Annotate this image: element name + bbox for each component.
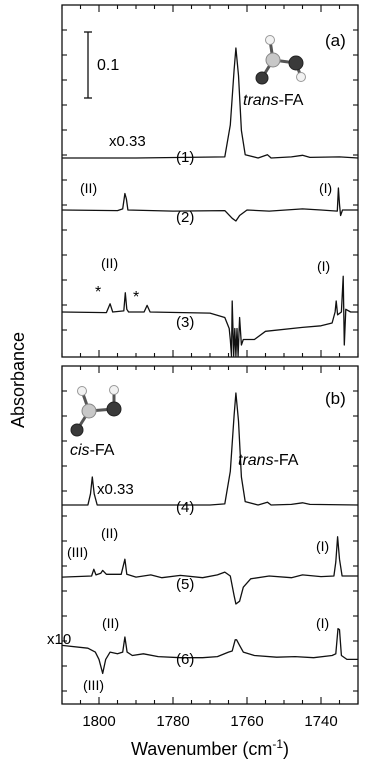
panel-a-label: (a) bbox=[325, 31, 346, 50]
peak-label-i-5: (I) bbox=[316, 538, 329, 554]
series-label-3: (3) bbox=[176, 314, 194, 331]
cis-fa-molecule-icon bbox=[71, 386, 121, 437]
multiplier-label-6: x10 bbox=[47, 631, 71, 648]
x-axis-label-end: ) bbox=[283, 739, 289, 759]
impurity-mark-1: * bbox=[95, 284, 101, 301]
scale-bar-label: 0.1 bbox=[97, 57, 119, 74]
peak-label-iii-6: (III) bbox=[83, 677, 104, 693]
x-tick-label: 1760 bbox=[230, 713, 263, 730]
series-label-6: (6) bbox=[176, 651, 194, 668]
multiplier-label-4: x0.33 bbox=[97, 481, 134, 498]
cis-fa-label-suffix: -FA bbox=[90, 442, 115, 459]
panel-b-label: (b) bbox=[325, 389, 346, 408]
spectrum-trace-5 bbox=[62, 537, 358, 604]
x-tick-label: 1800 bbox=[82, 713, 115, 730]
peak-label-i-6: (I) bbox=[316, 615, 329, 631]
multiplier-label-1: x0.33 bbox=[109, 133, 146, 150]
peak-label-ii-3: (II) bbox=[101, 255, 118, 271]
x-tick-label: 1780 bbox=[156, 713, 189, 730]
peak-label-iii-5: (III) bbox=[67, 544, 88, 560]
peak-label-i-2: (I) bbox=[319, 180, 332, 196]
series-label-2: (2) bbox=[176, 209, 194, 226]
spectra-traces bbox=[62, 48, 358, 673]
spectrum-trace-3 bbox=[62, 276, 358, 356]
x-tick-label: 1740 bbox=[304, 713, 337, 730]
axis-ticks bbox=[62, 5, 358, 704]
trans-fa-label-b-prefix: trans bbox=[238, 452, 274, 469]
trans-fa-label-b: trans-FA bbox=[238, 452, 299, 469]
trans-fa-label-a: trans-FA bbox=[243, 92, 304, 109]
x-axis-label: Wavenumber (cm-1) bbox=[131, 737, 289, 759]
x-axis-label-sup: -1 bbox=[272, 737, 283, 751]
peak-label-ii-5: (II) bbox=[101, 525, 118, 541]
scale-bar: 0.1 bbox=[84, 32, 119, 98]
impurity-mark-2: * bbox=[133, 289, 139, 306]
peak-label-ii-2: (II) bbox=[80, 180, 97, 196]
series-label-4: (4) bbox=[176, 499, 194, 516]
trans-fa-molecule-icon bbox=[256, 36, 306, 85]
spectrum-trace-2 bbox=[62, 188, 358, 221]
x-axis-label-main: Wavenumber (cm bbox=[131, 739, 272, 759]
series-label-1: (1) bbox=[176, 149, 194, 166]
series-label-5: (5) bbox=[176, 576, 194, 593]
trans-fa-label-a-suffix: -FA bbox=[279, 92, 304, 109]
trans-fa-label-b-suffix: -FA bbox=[274, 452, 299, 469]
spectrum-trace-6 bbox=[62, 629, 358, 674]
y-axis-label: Absorbance bbox=[8, 332, 28, 428]
peak-label-ii-6: (II) bbox=[102, 615, 119, 631]
x-tick-labels: 1800 1780 1760 1740 bbox=[82, 713, 337, 730]
trans-fa-label-a-prefix: trans bbox=[243, 92, 279, 109]
cis-fa-label: cis-FA bbox=[70, 442, 115, 459]
cis-fa-label-prefix: cis bbox=[70, 442, 90, 459]
peak-label-i-3: (I) bbox=[317, 258, 330, 274]
